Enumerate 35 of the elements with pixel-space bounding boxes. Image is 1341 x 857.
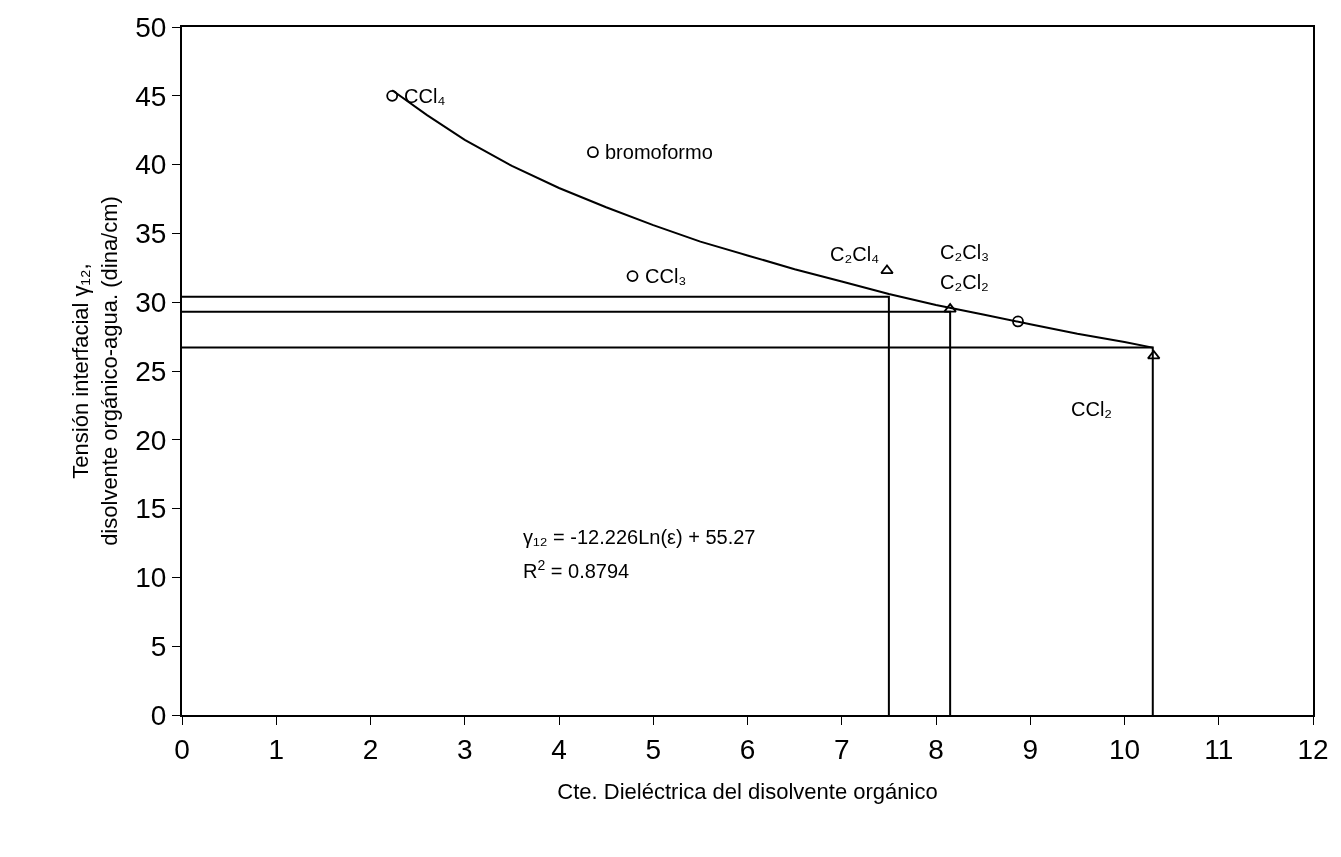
- y-tick-label: 50: [135, 11, 167, 43]
- x-tick-label: 3: [456, 733, 473, 765]
- annotation: CCl₄: [404, 85, 446, 107]
- x-tick-label: 11: [1204, 733, 1234, 765]
- y-tick-label: 35: [135, 218, 167, 250]
- x-tick-label: 9: [1022, 733, 1039, 765]
- x-tick-label: 10: [1108, 733, 1141, 765]
- y-axis-title: Tensión interfacial γ₁₂, disolvente orgánico-agua. (dina/cm): [67, 196, 122, 546]
- y-tick-label: 20: [135, 424, 167, 456]
- annotation: C₂Cl₃: [940, 241, 990, 263]
- y-tick-label: 40: [135, 149, 167, 181]
- x-axis-title: Cte. Dieléctrica del disolvente orgánico: [557, 779, 938, 804]
- annotation: CCl₃: [645, 265, 687, 287]
- y-tick-label: 15: [135, 493, 167, 525]
- annotation: C₂Cl₂: [940, 271, 989, 293]
- x-tick-label: 1: [268, 733, 285, 765]
- y-tick-label: 0: [150, 699, 167, 731]
- y-tick-label: 25: [135, 355, 167, 387]
- x-tick-label: 8: [928, 733, 944, 765]
- y-tick-label: 45: [135, 80, 167, 112]
- x-tick-label: 0: [174, 733, 190, 765]
- x-tick-label: 12: [1297, 733, 1329, 765]
- annotation: R$^{2}$ = 0.8794: [523, 557, 630, 583]
- annotation: γ₁₂ = -12.226Ln(ε) + 55.27: [523, 526, 756, 548]
- x-tick-label: 7: [833, 733, 850, 765]
- y-tick-label: 30: [135, 287, 167, 318]
- x-tick-label: 5: [645, 733, 662, 765]
- x-tick-label: 4: [551, 733, 567, 765]
- x-tick-label: 2: [362, 733, 379, 765]
- y-tick-label: 5: [150, 631, 167, 662]
- annotation: bromoformo: [605, 141, 713, 163]
- x-tick-label: 6: [739, 733, 756, 765]
- annotation: CCl₂: [1071, 398, 1113, 420]
- annotation: C₂Cl₄: [830, 243, 880, 265]
- y-tick-label: 10: [135, 562, 167, 594]
